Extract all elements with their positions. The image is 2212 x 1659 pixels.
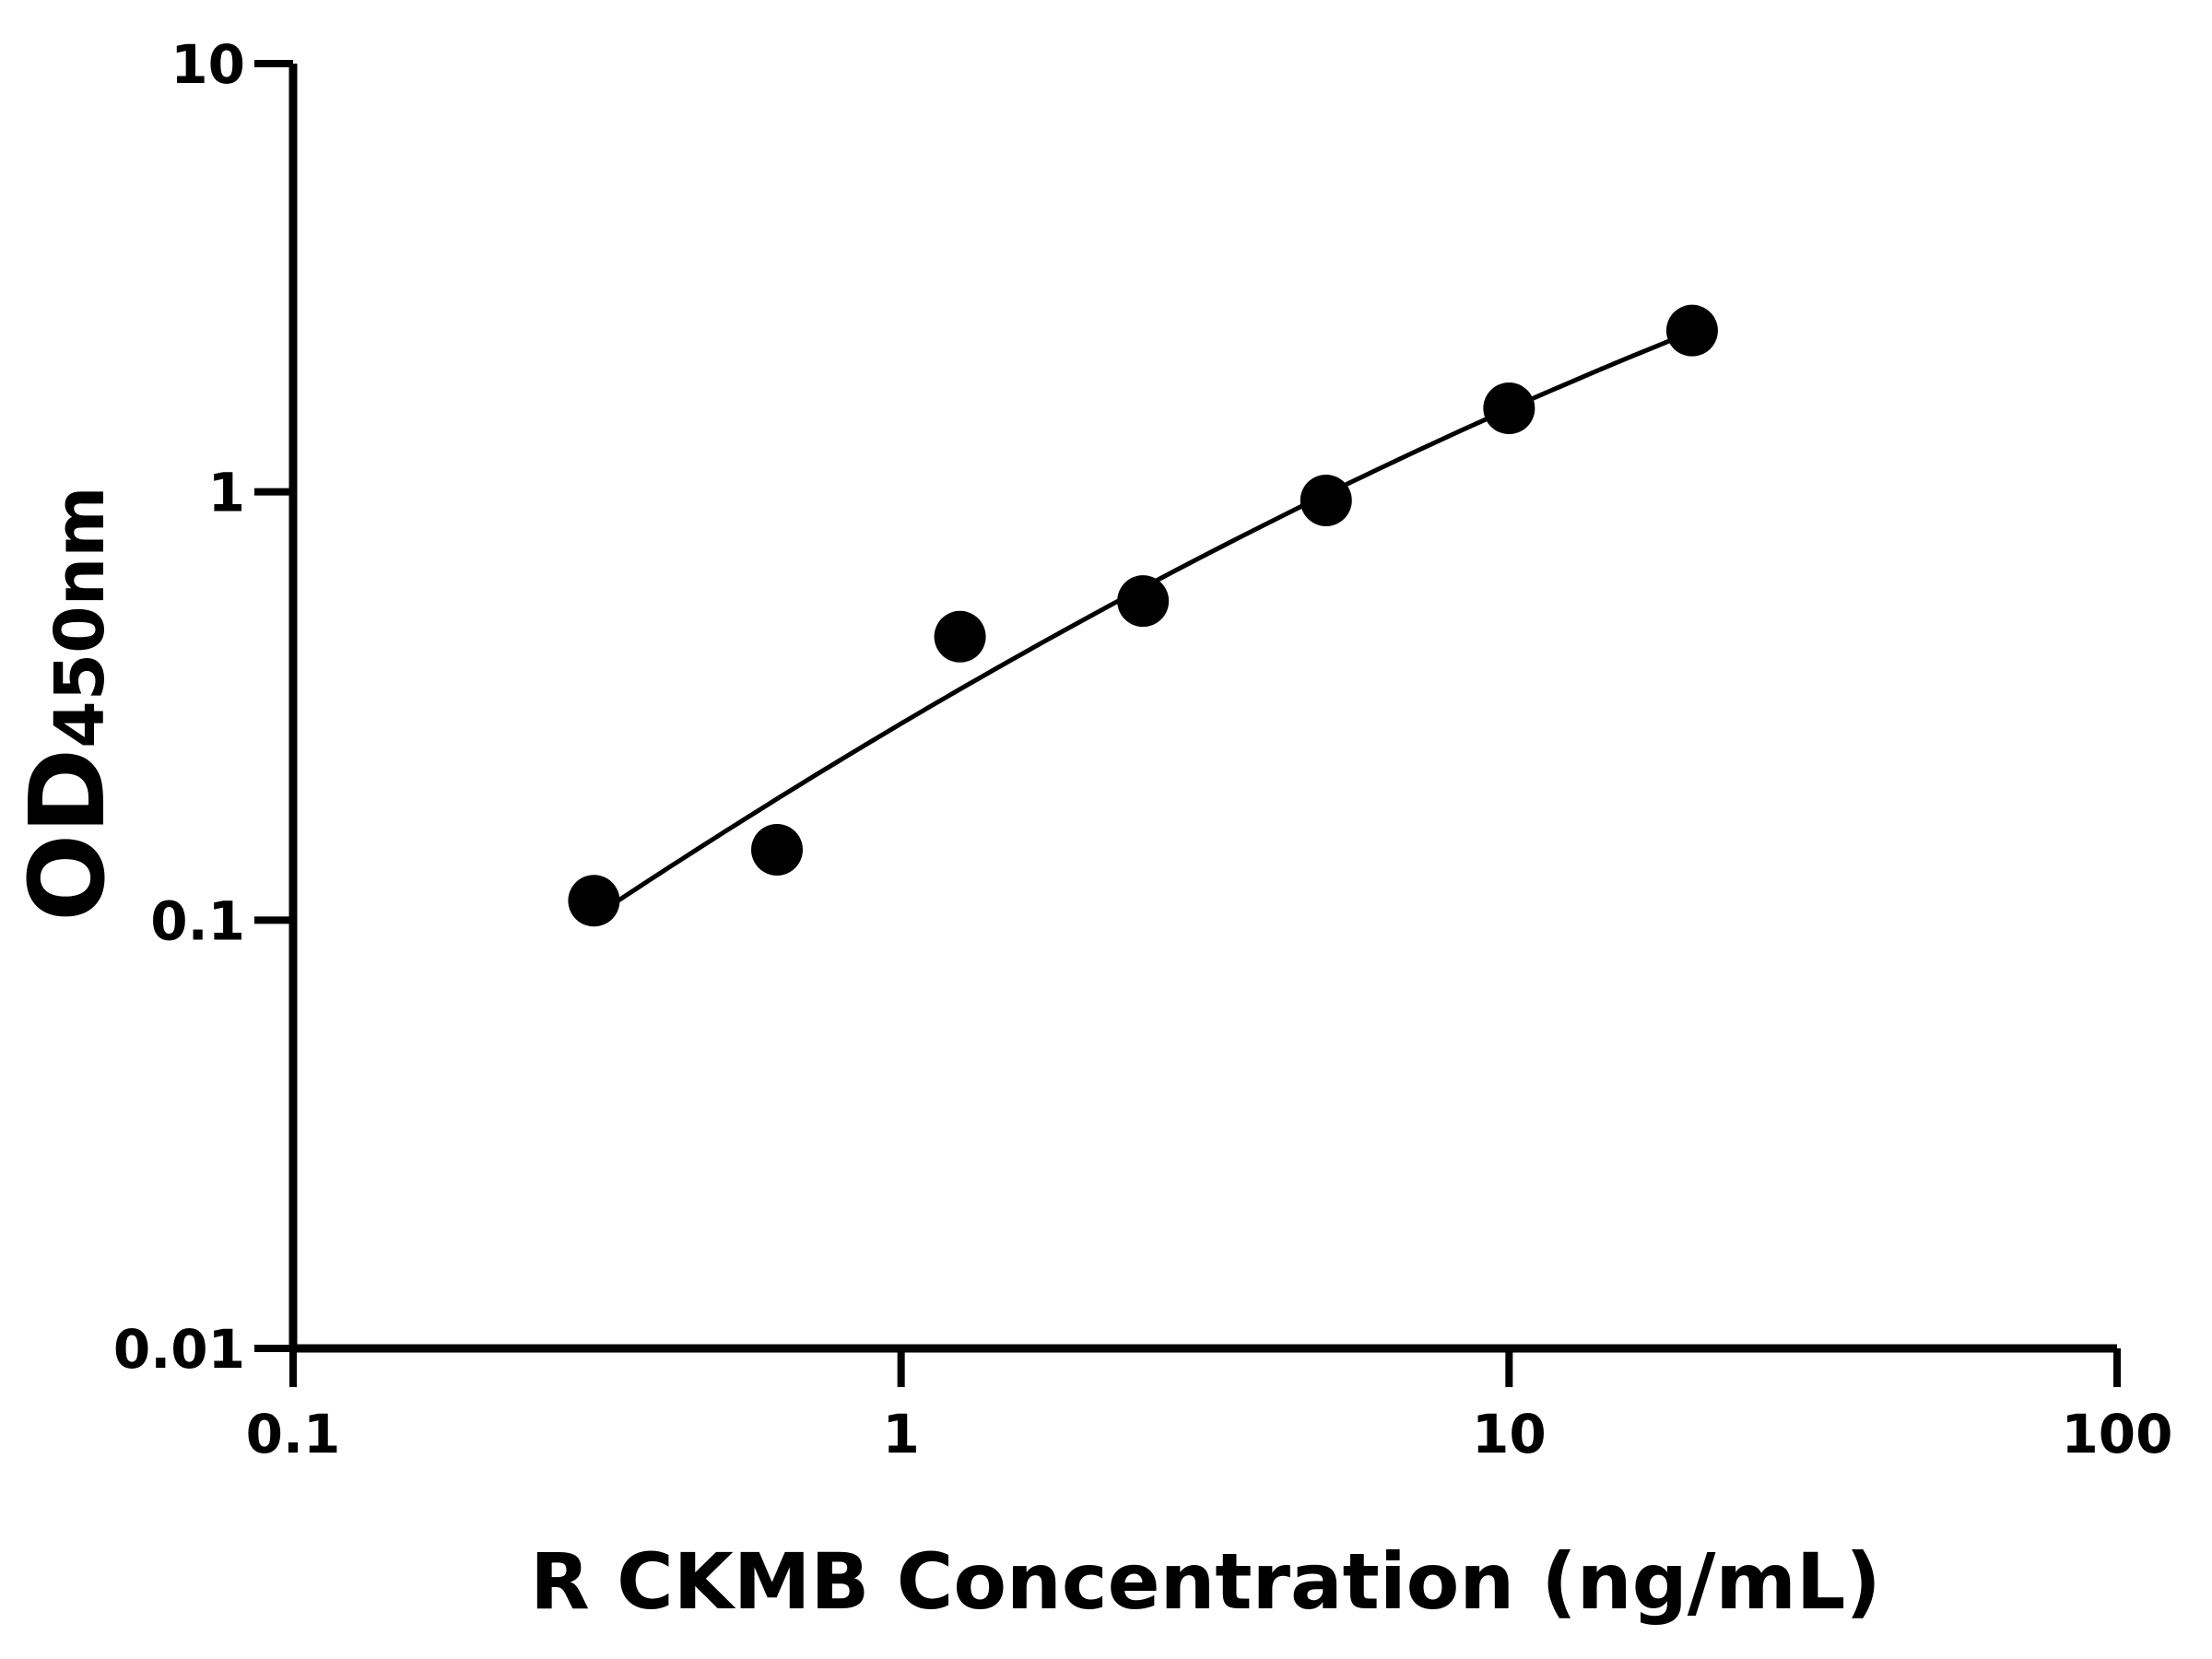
y-tick-label: 0.01 (113, 1318, 245, 1381)
data-point (1483, 382, 1535, 435)
y-axis-title: OD450nm (8, 487, 128, 922)
x-axis-title: R CKMB Concentration (ng/mL) (530, 1536, 1881, 1627)
data-point (1117, 575, 1170, 628)
data-point (568, 875, 620, 927)
y-tick-label: 1 (208, 462, 245, 524)
x-tick-label: 1 (882, 1403, 919, 1465)
x-tick-label: 0.1 (246, 1403, 341, 1465)
y-tick-label: 10 (171, 33, 245, 96)
data-points (568, 304, 1718, 927)
data-point (1665, 304, 1718, 357)
y-axis-title-main: OD (8, 748, 128, 922)
x-tick-label: 10 (1472, 1403, 1547, 1465)
y-tick-label: 0.1 (150, 889, 245, 952)
data-point (934, 610, 986, 663)
data-point (751, 823, 804, 876)
data-point (1300, 474, 1352, 526)
x-tick-label: 100 (2061, 1403, 2172, 1465)
y-axis-title-sub: 450nm (41, 487, 120, 748)
